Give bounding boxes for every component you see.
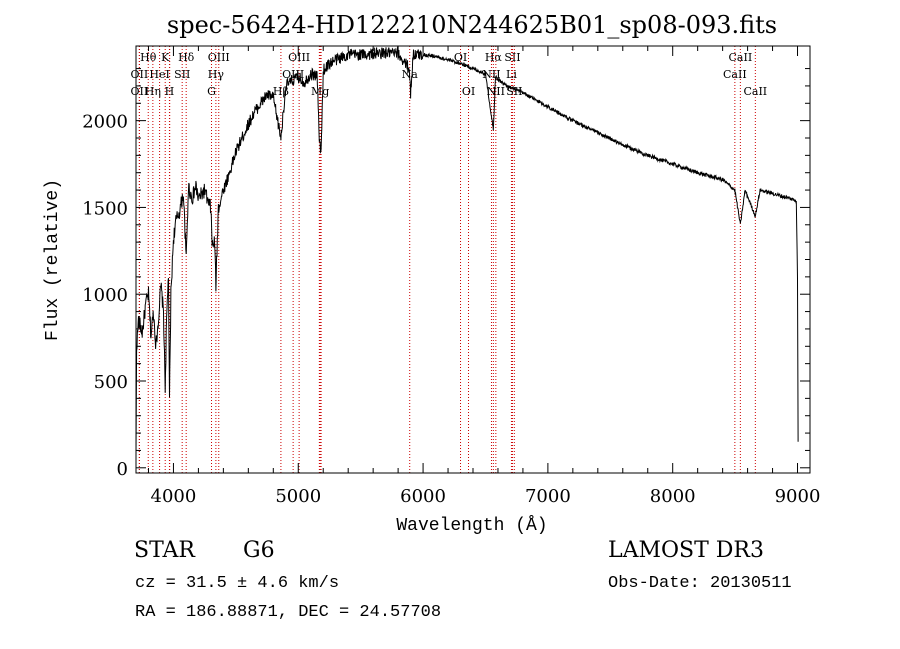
x-tick-label: 9000 (775, 486, 821, 507)
line-marker-label: K (161, 51, 170, 64)
coordinates-readout: RA = 186.88871, DEC = 24.57708 (135, 603, 442, 622)
line-marker-label: CaII (743, 85, 767, 98)
line-marker-label: OII (131, 68, 149, 81)
observation-date: Obs-Date: 20130511 (608, 574, 792, 593)
line-marker-label: CaII (723, 68, 747, 81)
x-tick-label: 5000 (275, 486, 321, 507)
plot-frame (135, 45, 811, 474)
line-marker-label: OI (454, 51, 467, 64)
line-marker-label: OIII (208, 51, 230, 64)
line-marker-label: Hθ (140, 51, 157, 64)
line-marker-label: OI (462, 85, 475, 98)
object-class: STAR (134, 538, 195, 563)
spectral-subclass: G6 (243, 538, 275, 563)
y-tick-label: 0 (117, 459, 128, 480)
line-marker-label: HeI (149, 68, 169, 81)
y-tick-label: 500 (94, 372, 128, 393)
x-axis-label: Wavelength (Å) (396, 515, 547, 536)
x-tick-label: 6000 (400, 486, 446, 507)
line-marker-label: NII (482, 68, 500, 81)
line-marker-label: Hγ (208, 68, 225, 81)
y-tick-label: 2000 (82, 112, 128, 133)
y-axis-ticks: 0 500 1000 1500 2000 (82, 68, 810, 480)
chart-title: spec-56424-HD122210N244625B01_sp08-093.f… (167, 11, 777, 39)
line-marker-label: SII (174, 68, 190, 81)
x-tick-label: 4000 (151, 486, 197, 507)
line-marker-label: SII (504, 51, 520, 64)
y-tick-label: 1500 (82, 198, 128, 219)
x-tick-label: 7000 (525, 486, 571, 507)
x-axis-ticks: 4000 5000 6000 7000 8000 9000 (147, 46, 821, 507)
y-axis-label: Flux (relative) (43, 179, 63, 341)
spectrum-line (135, 45, 799, 456)
line-marker-label: G (207, 85, 216, 98)
line-marker-label: Hα (485, 51, 503, 64)
line-marker-label: Li (506, 68, 517, 81)
line-marker-label: Hη (145, 85, 161, 98)
survey-name: LAMOST DR3 (608, 538, 764, 563)
line-marker-label: CaII (729, 51, 753, 64)
line-marker-label: Mg (311, 85, 329, 98)
y-tick-label: 1000 (82, 285, 128, 306)
x-tick-label: 8000 (650, 486, 696, 507)
redshift-readout: cz = 31.5 ± 4.6 km/s (135, 574, 340, 593)
line-marker-label: NII (487, 85, 505, 98)
line-marker-label: OII (131, 85, 149, 98)
line-marker-label: OIII (288, 51, 310, 64)
line-marker-label: Hδ (178, 51, 195, 64)
